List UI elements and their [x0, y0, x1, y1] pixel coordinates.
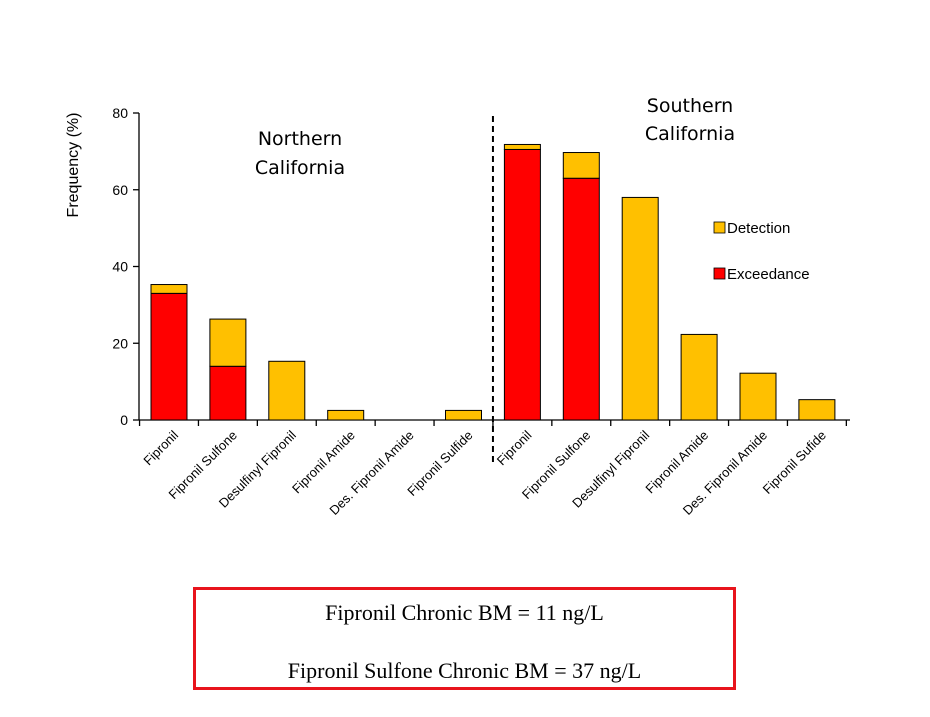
y-tick-label: 40: [112, 259, 128, 275]
bar-exceedance-1: [209, 365, 247, 421]
region-southern-line1: Southern: [647, 95, 733, 117]
fipronil-sulfone-benchmark-text: Fipronil Sulfone Chronic BM = 37 ng/L: [287, 658, 642, 683]
x-category-label: Fipronil Sufide: [760, 428, 829, 497]
x-category-label: Fipronil: [494, 427, 535, 468]
bar-exceedance-6: [503, 148, 541, 421]
bar-detection-10: [739, 372, 777, 421]
bar-detection-8: [621, 196, 659, 421]
bar-detection-11: [798, 399, 836, 421]
bar-detection-7: [562, 152, 600, 179]
y-tick-label: 80: [112, 105, 128, 121]
region-label-northern: Northern California: [255, 128, 345, 179]
y-tick-label: 20: [112, 335, 128, 351]
bar-detection-5: [445, 409, 482, 421]
legend: Detection Exceedance: [713, 220, 810, 283]
bar-detection-3: [327, 409, 365, 421]
fipronil-benchmark-text: Fipronil Chronic BM = 11 ng/L: [325, 600, 604, 625]
bar-exceedance-0: [150, 292, 188, 421]
legend-label-detection: Detection: [727, 220, 790, 237]
region-label-southern: Southern California: [645, 95, 735, 145]
benchmark-note-box: Fipronil Chronic BM = 11 ng/L Fipronil S…: [193, 587, 736, 690]
legend-label-exceedance: Exceedance: [727, 266, 810, 283]
x-category-label: Fipronil: [140, 427, 181, 468]
y-tick-label: 60: [112, 182, 128, 198]
bar-detection-6: [503, 143, 541, 150]
region-northern-line1: Northern: [258, 128, 342, 150]
bar-detection-9: [680, 333, 718, 421]
bar-detection-0: [150, 284, 188, 294]
y-axis-label: Frequency (%): [65, 113, 82, 218]
region-northern-line2: California: [255, 157, 345, 179]
y-tick-label: 0: [120, 412, 128, 428]
legend-swatch-exceedance: [713, 267, 726, 280]
bar-detection-1: [209, 318, 247, 367]
bar-exceedance-7: [562, 177, 600, 421]
legend-swatch-detection: [713, 221, 726, 234]
region-southern-line2: California: [645, 123, 735, 145]
bar-detection-2: [268, 360, 306, 421]
